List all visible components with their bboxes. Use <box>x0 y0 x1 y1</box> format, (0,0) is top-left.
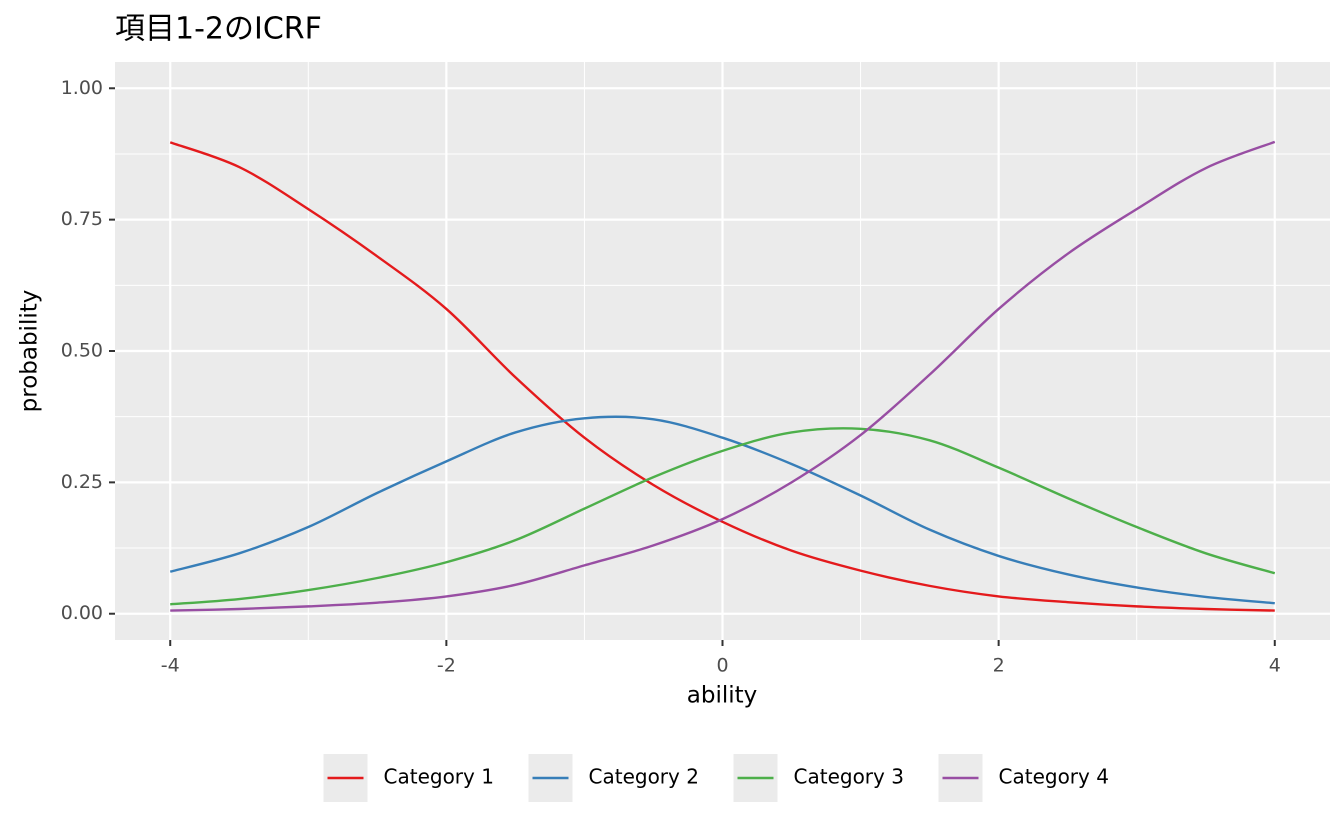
x-tick-label: 0 <box>716 655 728 677</box>
series-line <box>169 415 1275 605</box>
legend-label: Category 3 <box>794 765 904 789</box>
y-tick-label: 0.25 <box>61 471 103 493</box>
series-line <box>169 141 1275 612</box>
x-tick-label: 4 <box>1269 655 1281 677</box>
legend-label: Category 1 <box>384 765 494 789</box>
y-axis-title: probability <box>17 290 43 413</box>
series-line <box>170 427 1276 606</box>
y-tick-label: 0.50 <box>61 340 103 362</box>
legend-label: Category 4 <box>999 765 1109 789</box>
x-tick-label: -2 <box>437 655 456 677</box>
legend-label: Category 2 <box>589 765 699 789</box>
y-tick-label: 0.00 <box>61 602 103 624</box>
series-line <box>170 140 1276 612</box>
x-axis-title: ability <box>687 683 758 709</box>
y-tick-label: 0.75 <box>61 208 103 230</box>
y-tick-label: 1.00 <box>61 77 103 99</box>
x-tick-label: -4 <box>161 655 180 677</box>
chart-title: 項目1-2のICRF <box>115 12 322 47</box>
x-tick-label: 2 <box>993 655 1005 677</box>
